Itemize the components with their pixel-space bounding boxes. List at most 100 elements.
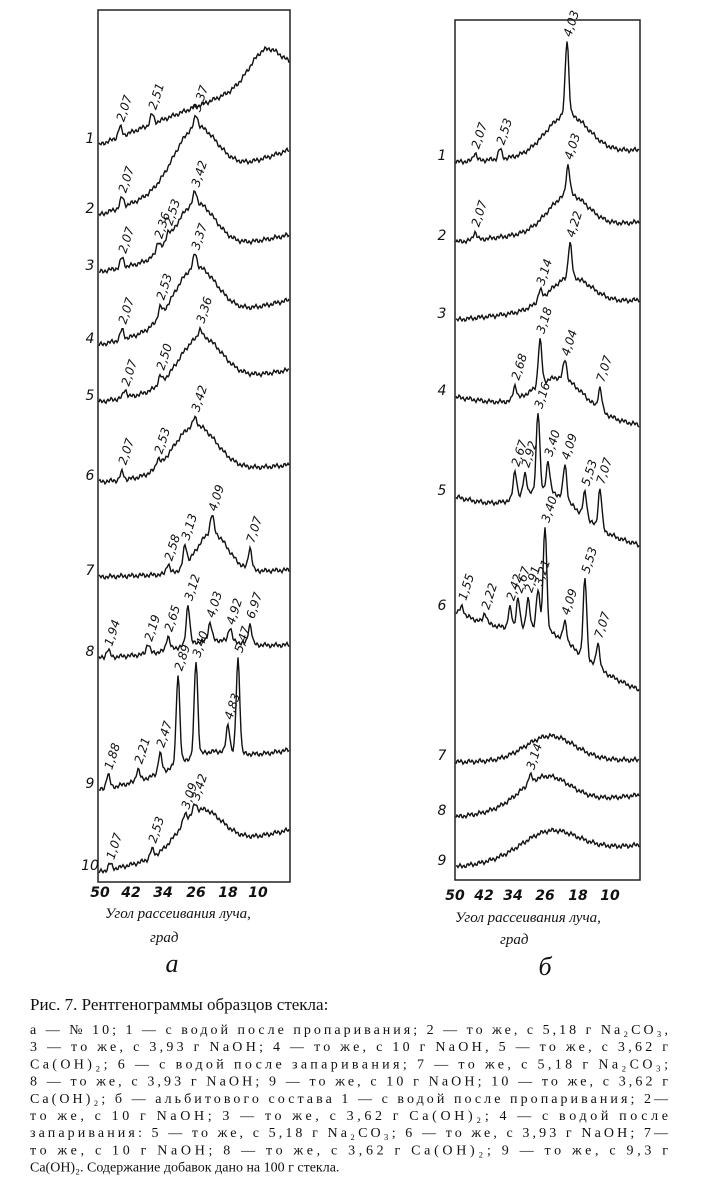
diffractogram-curve [455,732,640,766]
axis-tick-label: 34 [503,888,522,904]
axis-tick-label: 50 [90,885,110,901]
diffractogram-curve [455,164,640,245]
caption-line: то же, с 10 г NaOH; 8 — то же, с 3,62 г … [30,1143,668,1158]
peak-label: 2,53 [494,117,516,147]
diffractogram-curve [98,114,290,217]
diffractogram-curve [98,189,290,275]
peak-label: 5,53 [579,545,601,575]
caption-line: 3 — то же, с 3,93 г NaOH; 4 — то же, с 1… [30,1040,668,1055]
diffractogram-curve [98,657,290,792]
diffractogram-curve [455,527,640,692]
peak-label: 3,36 [194,295,216,325]
curve-number: 9 [438,853,447,869]
peak-label: 1,88 [102,741,124,771]
panel-frame [454,19,641,881]
curve-number: 3 [438,306,447,322]
peak-label: 3,40 [190,629,212,659]
curve-number: 8 [86,644,95,660]
peak-label: 3,12 [182,573,204,603]
diffractogram-curve [98,45,290,146]
peak-label: 1,07 [104,831,126,861]
peak-label: 3,21 [532,558,554,588]
peak-label: 2,50 [154,342,176,372]
peak-label: 2,53 [146,815,168,845]
peak-label: 4,03 [561,9,583,39]
peak-label: 3,40 [539,494,561,524]
peak-label: 2,89 [172,643,194,673]
caption-line: 8 — то же, с 3,93 г NaOH; 9 — то же, с 1… [30,1075,668,1090]
caption-line: Ca(OH)₂. Содержание добавок дано на 100 … [30,1161,339,1176]
peak-label: 2,47 [154,719,176,749]
peak-label: 7,07 [592,610,614,640]
caption-line: Ca(OH)₂; б — альбитового состава 1 — с в… [30,1092,669,1107]
curve-number: 10 [81,858,99,874]
curve-number: 5 [438,483,447,499]
diffractogram-curve [455,41,640,166]
diffractogram-curve [455,413,640,549]
diffractogram-curve [98,415,290,486]
peak-label: 4,04 [559,328,581,358]
peak-label: 4,92 [224,597,246,627]
caption-line: то же, с 10 г NaOH; 3 — то же, с 3,62 г … [30,1109,668,1124]
peak-label: 2,07 [119,358,141,388]
peak-label: 2,07 [469,120,491,150]
caption-line: запаривания: 5 — то же, с 5,18 г Na₂CO₃;… [30,1126,669,1141]
diffractogram-curve [98,515,290,580]
axis-title: град [150,930,179,946]
peak-label: 7,07 [594,456,616,486]
axis-tick-label: 26 [186,885,206,901]
peak-label: 3,37 [189,221,211,251]
peak-label: 2,07 [116,164,138,194]
diffractogram-curve [455,771,640,820]
axis-tick-label: 42 [473,888,493,904]
peak-label: 3,42 [189,384,211,414]
peak-label: 2,07 [114,93,136,123]
diffractogram-curve [455,827,640,870]
peak-label: 6,97 [244,590,266,620]
curve-number: 7 [438,748,447,764]
curve-number: 8 [438,803,447,819]
axis-tick-label: 26 [535,888,555,904]
diffractogram-curve [98,802,290,874]
axis-title: Угол рассеивания луча, [105,906,251,922]
peak-label: 2,07 [116,436,138,466]
diffractogram-curve [98,605,290,661]
peak-label: 3,14 [534,257,556,287]
curve-number: 3 [86,258,95,274]
peak-label: 5,47 [232,624,254,654]
peak-label: 2,22 [479,581,501,611]
axis-tick-label: 18 [218,885,238,901]
curve-number: 2 [86,201,95,217]
peak-label: 4,22 [564,209,586,239]
peak-label: 3,42 [189,772,211,802]
axis-tick-label: 10 [600,888,620,904]
peak-label: 2,19 [142,613,164,643]
peak-label: 2,21 [132,736,154,766]
axis-tick-label: 34 [153,885,172,901]
peak-label: 2,07 [116,296,138,326]
diffractogram-curve [455,242,640,323]
peak-label: 2,51 [146,81,168,111]
curve-number: 4 [438,383,447,399]
axis-title: Угол рассеивания луча, [455,910,601,926]
panel-label: б [538,952,552,981]
peak-label: 2,07 [116,225,138,255]
curve-number: 2 [438,228,447,244]
caption-line: Ca(OH)₂; 6 — с водой после запаривания; … [30,1057,668,1072]
peak-label: 3,37 [190,83,212,113]
peak-label: 3,13 [179,512,201,542]
caption-title: Рис. 7. Рентгенограммы образцов стекла: [30,995,328,1014]
diffractogram-curve [455,338,640,428]
peak-label: 1,94 [102,618,124,648]
curve-number: 7 [86,563,95,579]
curve-number: 4 [86,331,95,347]
curve-number: 1 [438,148,447,164]
caption-line: а — № 10; 1 — с водой после пропаривания… [30,1023,668,1038]
axis-tick-label: 18 [568,888,588,904]
peak-label: 4,09 [206,483,228,513]
diffractogram-curve [98,253,290,347]
peak-label: 4,03 [204,590,226,620]
peak-label: 2,53 [162,197,184,227]
peak-label: 2,65 [162,603,184,633]
